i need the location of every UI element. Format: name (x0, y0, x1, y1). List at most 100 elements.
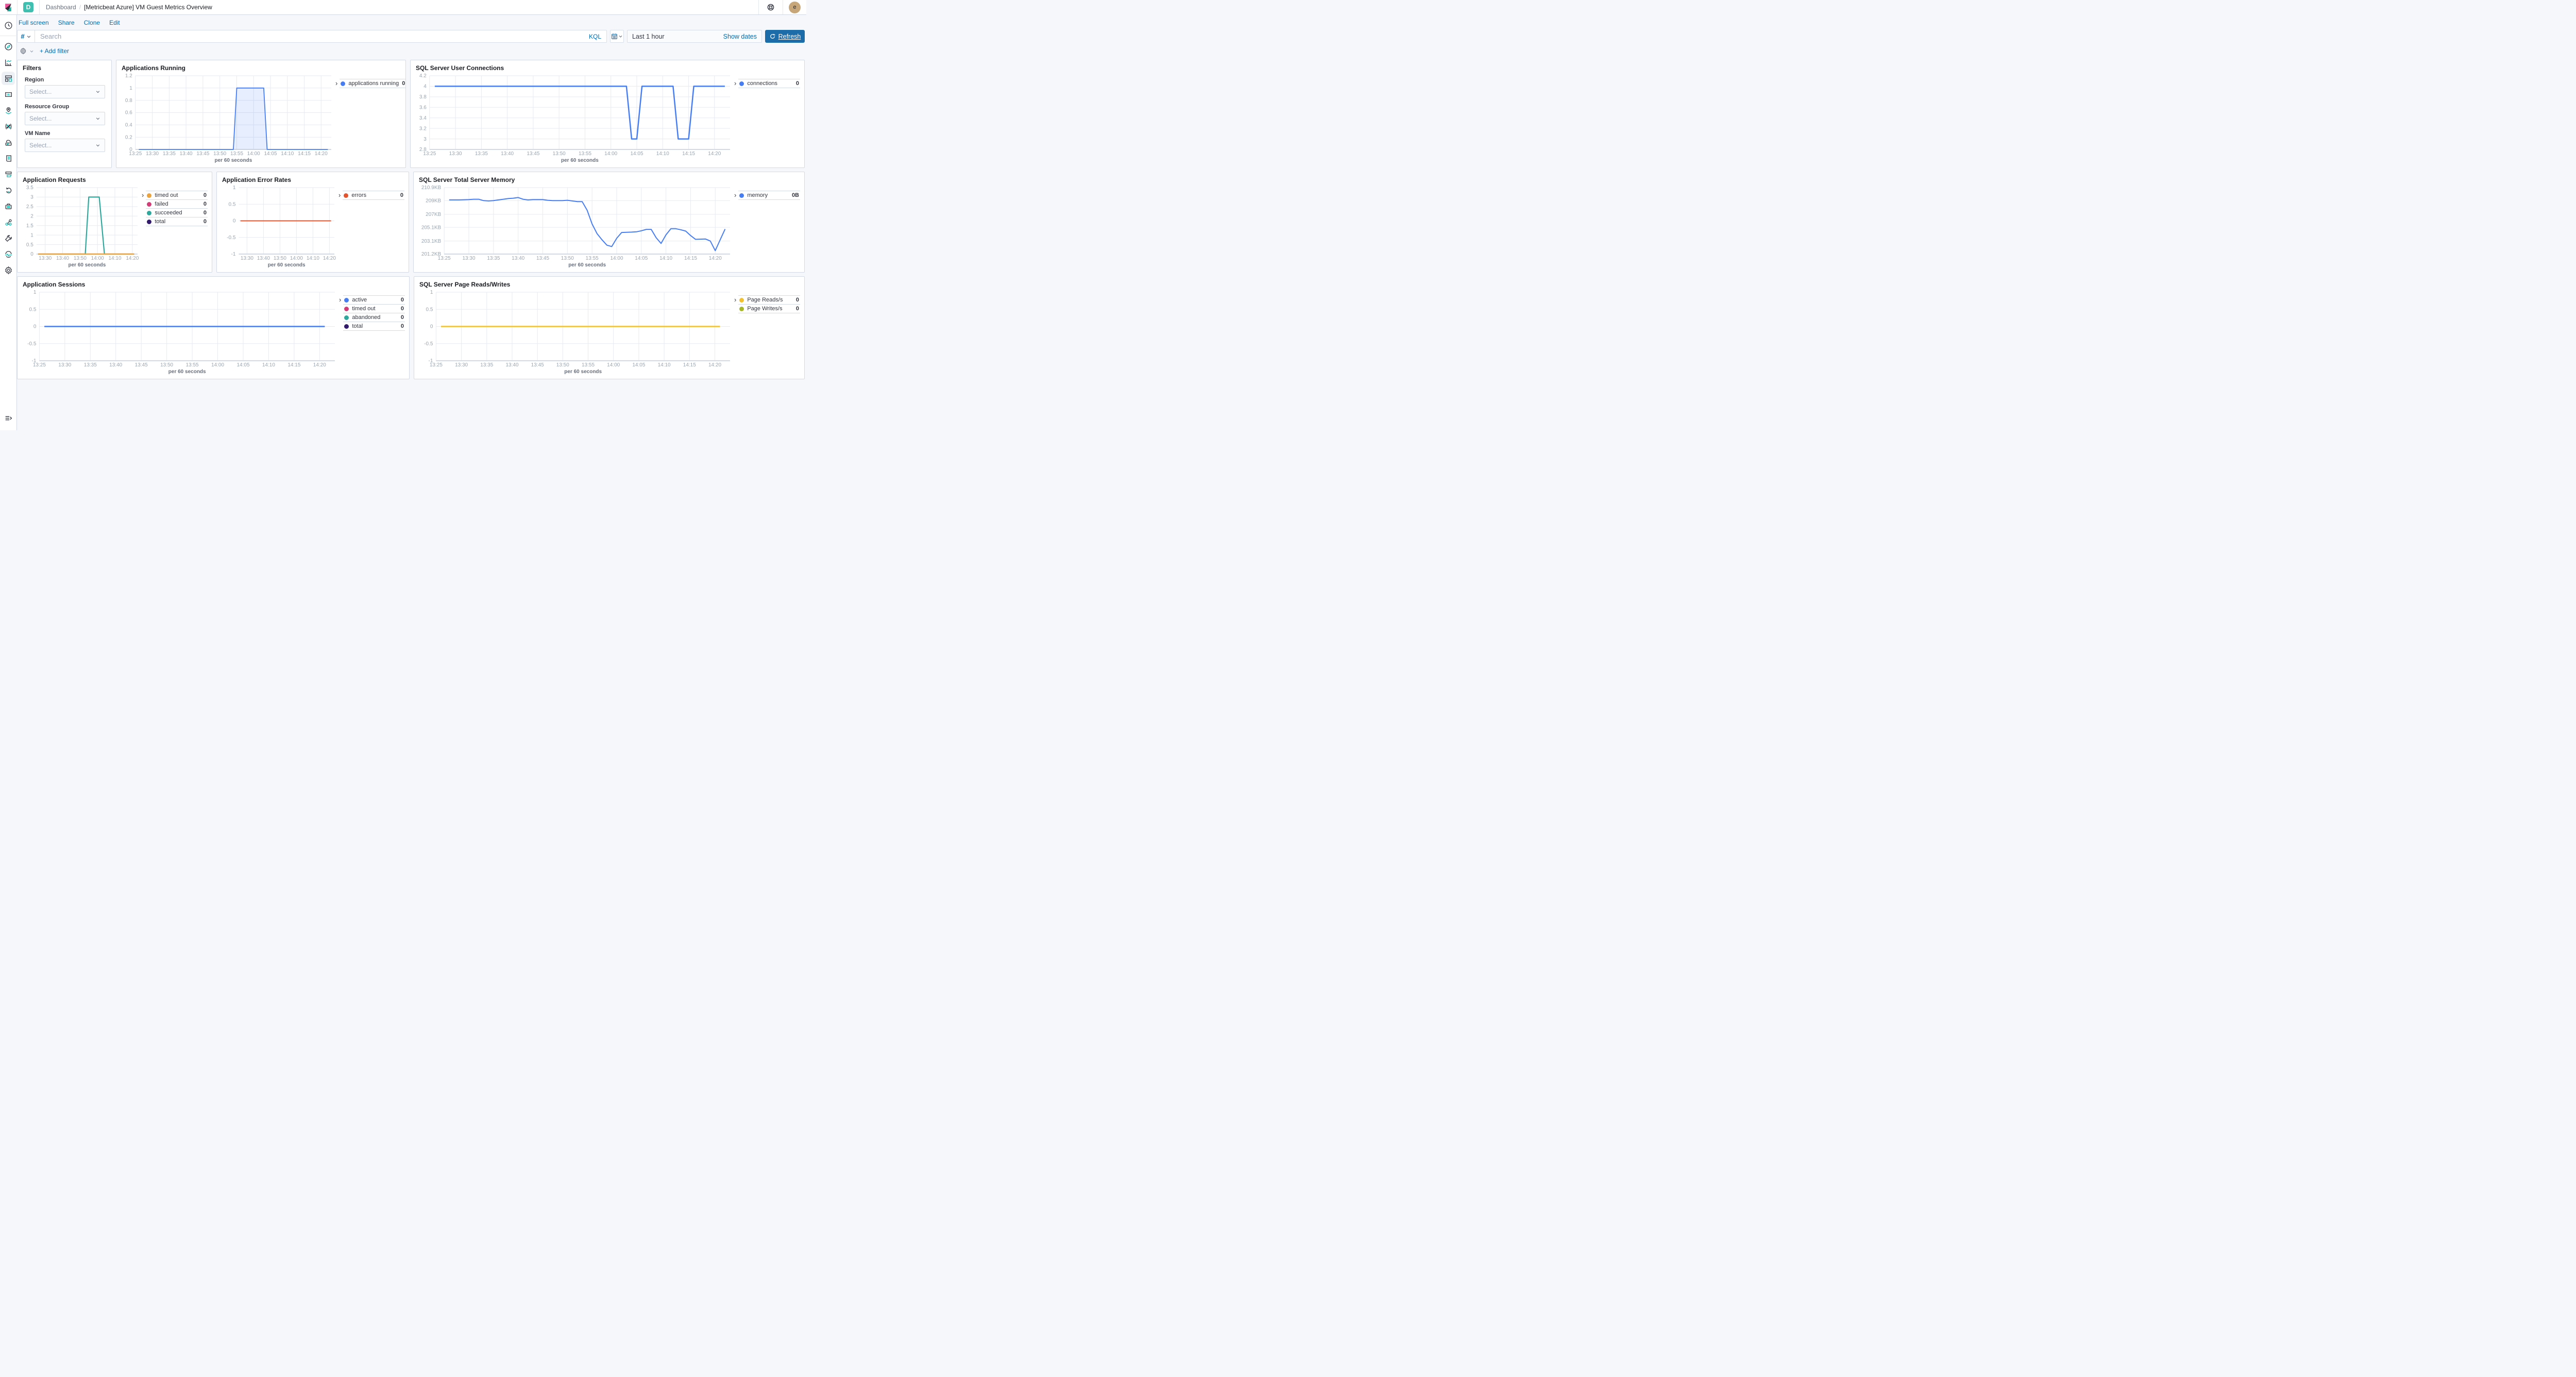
svg-text:209KB: 209KB (426, 198, 441, 204)
filter-settings-gear-icon[interactable] (20, 47, 27, 55)
svg-text:0.6: 0.6 (125, 110, 132, 116)
legend-item[interactable]: failed 0 (146, 199, 208, 208)
query-bar-row: # Search KQL Last 1 hour Show dates Refr… (17, 30, 805, 43)
chart-canvas[interactable]: -1 -0.5 0 0.5 1 13:25 13:30 13:35 13:40 13:45 13:5… (23, 289, 339, 378)
chevron-down-icon[interactable] (29, 49, 34, 54)
legend-item[interactable]: succeeded 0 (146, 208, 208, 217)
sidebar-item-infrastructure[interactable] (2, 136, 15, 149)
legend-item[interactable]: total 0 (146, 217, 208, 226)
add-filter-button[interactable]: + Add filter (40, 47, 70, 55)
sql-total-server-memory-chart[interactable]: 201.2KB 203.1KB 205.1KB 207KB 209KB 210.9KB 13… (419, 184, 734, 271)
svg-text:14:10: 14:10 (307, 256, 319, 261)
svg-text:per 60 seconds: per 60 seconds (564, 369, 602, 375)
vm-name-select[interactable]: Select... (25, 139, 105, 152)
chart-canvas[interactable]: -1 -0.5 0 0.5 1 13:30 13:40 13:50 14:00 14:10 14:2… (222, 184, 338, 271)
kql-language-button[interactable]: KQL (588, 32, 601, 40)
legend-toggle-icon[interactable]: › (142, 191, 144, 199)
sidebar-item-uptime[interactable] (2, 183, 15, 197)
svg-text:13:45: 13:45 (531, 362, 544, 368)
chart-canvas[interactable]: 00.20.40.60.811.213:25 13:30 13:35 13:40 13:… (122, 73, 335, 166)
sidebar-item-logs[interactable] (2, 152, 15, 165)
clone-link[interactable]: Clone (83, 19, 100, 26)
user-avatar[interactable]: e (789, 1, 801, 13)
kibana-logo[interactable] (0, 0, 17, 14)
header-left: D Dashboard / [Metricbeat Azure] VM Gues… (0, 0, 212, 14)
svg-text:0.5: 0.5 (26, 242, 33, 248)
help-button[interactable] (759, 0, 783, 14)
application-error-rates-chart[interactable]: -1 -0.5 0 0.5 1 13:30 13:40 13:50 14:00 14:10 14:2… (222, 184, 338, 271)
applications-running-chart[interactable]: 0 0.2 0.4 0.6 0.8 1 1.2 13:25 13:30 13:35 13:40 13:… (122, 73, 335, 166)
legend-item[interactable]: active 0 (343, 295, 405, 304)
legend-series-dot (344, 193, 349, 198)
legend-item[interactable]: timed out 0 (343, 304, 405, 313)
full-screen-link[interactable]: Full screen (19, 19, 49, 26)
legend-item[interactable]: memory 0B (738, 191, 800, 200)
field-label: VM Name (25, 130, 50, 137)
refresh-button[interactable]: Refresh (765, 30, 805, 43)
svg-text:13:30: 13:30 (462, 256, 475, 261)
chart-canvas[interactable]: 2.8 3 3.2 3.4 3.6 3.8 4 4.2 13:25 13:30 13:35 13:40… (416, 73, 734, 166)
sidebar-item-recently-viewed[interactable] (2, 19, 15, 32)
help-icon (767, 4, 774, 11)
legend-toggle-icon[interactable]: › (338, 191, 341, 199)
sidebar-item-discover[interactable] (2, 40, 15, 53)
legend-item[interactable]: applications running 0 (340, 79, 406, 88)
show-dates-button[interactable]: Show dates (723, 32, 757, 40)
svg-text:14:05: 14:05 (236, 362, 249, 368)
svg-text:14:10: 14:10 (108, 256, 121, 261)
chevron-down-icon (96, 91, 100, 93)
sql-user-connections-chart[interactable]: 2.8 3 3.2 3.4 3.6 3.8 4 4.2 13:25 13:30 13:35 13:40… (416, 73, 734, 166)
legend-item[interactable]: Page Reads/s 0 (738, 295, 800, 304)
application-requests-chart[interactable]: 0 0.5 1 1.5 2 2.5 3 3.5 13:30 13:40 13:50 14:00 14:1… (23, 184, 142, 271)
legend-toggle-icon[interactable]: › (734, 191, 737, 199)
resource-group-select[interactable]: Select... (25, 112, 105, 125)
sidebar-item-siem[interactable] (2, 199, 15, 213)
legend-toggle-icon[interactable]: › (734, 296, 737, 304)
chart-canvas[interactable]: 0 0.5 1 1.5 2 2.5 3 3.5 13:30 13:40 13:50 14:00 14:1… (23, 184, 142, 271)
date-picker-button[interactable] (610, 30, 624, 43)
legend-item[interactable]: abandoned 0 (343, 313, 405, 322)
sidebar-item-stack-monitoring[interactable] (2, 247, 15, 261)
filter-language-toggle[interactable]: # (18, 30, 35, 42)
ml-icon (5, 123, 11, 129)
application-sessions-chart[interactable]: -1 -0.5 0 0.5 1 13:25 13:30 13:35 13:40 13:45 13:5… (23, 289, 339, 378)
breadcrumb-root[interactable]: Dashboard (46, 4, 76, 11)
legend-toggle-icon[interactable]: › (335, 79, 338, 87)
svg-text:14:00: 14:00 (604, 151, 617, 157)
legend-item[interactable]: total 0 (343, 322, 405, 331)
legend-item[interactable]: connections 0 (738, 79, 800, 88)
legend-toggle-icon[interactable]: › (734, 79, 737, 87)
sidebar-item-machine-learning[interactable] (2, 120, 15, 133)
chart-canvas[interactable]: -1 -0.5 0 0.5 1 13:25 13:30 13:35 13:40 13:45 13:5… (419, 289, 734, 378)
legend-series-value: 0 (795, 306, 799, 312)
sidebar-item-apm[interactable] (2, 167, 15, 181)
expand-sidebar-button[interactable] (2, 411, 15, 425)
svg-text:0.8: 0.8 (125, 98, 132, 104)
chart-legend: › active 0 timed out 0 abandoned 0 total 0 (339, 295, 405, 378)
svg-text:14:20: 14:20 (323, 256, 336, 261)
sidebar-item-visualize[interactable] (2, 56, 15, 69)
sidebar-item-dashboard[interactable] (2, 72, 15, 85)
legend-toggle-icon[interactable]: › (339, 296, 342, 304)
legend-item[interactable]: Page Writes/s 0 (738, 304, 800, 313)
svg-text:13:45: 13:45 (196, 151, 209, 157)
chart-canvas[interactable]: 201.2KB 203.1KB 205.1KB 207KB 209KB 210.9KB 13… (419, 184, 734, 271)
share-link[interactable]: Share (58, 19, 75, 26)
time-range-value[interactable]: Last 1 hour (632, 32, 665, 40)
sidebar-item-canvas[interactable] (2, 88, 15, 101)
legend-series-value: 0 (400, 306, 404, 312)
monitoring-icon (5, 250, 12, 258)
svg-text:0.4: 0.4 (125, 123, 132, 128)
sidebar-item-dev-tools[interactable] (2, 231, 15, 245)
sql-page-reads-writes-chart[interactable]: -1 -0.5 0 0.5 1 13:25 13:30 13:35 13:40 13:45 13:5… (419, 289, 734, 378)
graph-icon (5, 219, 12, 226)
space-badge[interactable]: D (23, 2, 33, 12)
legend-item[interactable]: errors 0 (343, 191, 404, 200)
sidebar-item-maps[interactable] (2, 104, 15, 117)
sidebar-item-graph[interactable] (2, 215, 15, 229)
search-input[interactable]: Search (40, 32, 62, 40)
edit-link[interactable]: Edit (109, 19, 120, 26)
legend-item[interactable]: timed out 0 (146, 191, 208, 199)
sidebar-item-management[interactable] (2, 263, 15, 277)
region-select[interactable]: Select... (25, 85, 105, 98)
